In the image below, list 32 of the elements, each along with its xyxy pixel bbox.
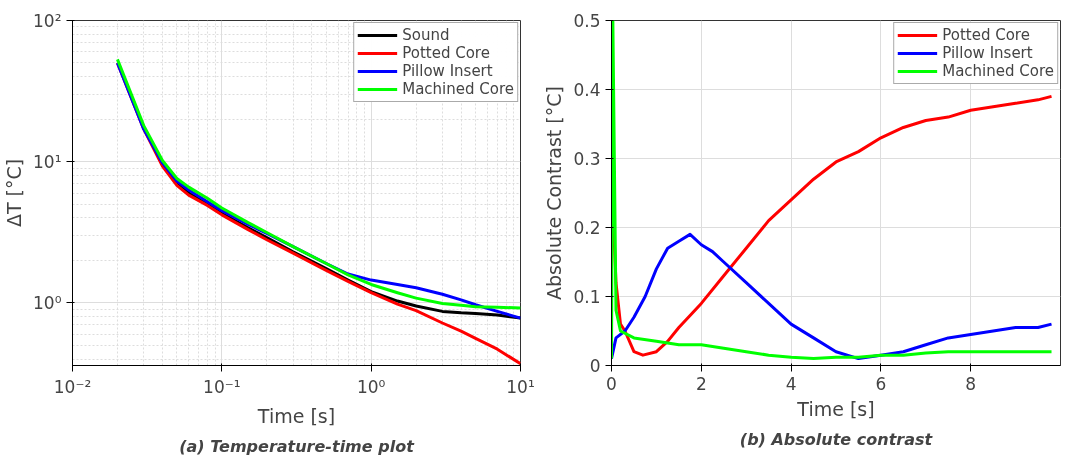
legend-label: Potted Core	[402, 44, 490, 62]
y-tick-label: 10¹	[33, 151, 62, 172]
y-tick-label: 0.4	[573, 80, 601, 100]
y-tick-label: 0.5	[573, 11, 601, 31]
legend-label: Pillow Insert	[942, 44, 1033, 62]
x-axis-title: Time [s]	[796, 397, 875, 420]
x-tick-label: 10⁰	[356, 376, 386, 397]
x-tick-label: 6	[875, 373, 887, 394]
line-series	[611, 232, 1054, 361]
legend-label: Sound	[402, 26, 450, 44]
y-tick-label: 0.2	[573, 218, 601, 238]
x-axis-title: Time [s]	[256, 404, 336, 427]
legend-label: Pillow Insert	[402, 62, 493, 80]
x-tick-label: 0	[606, 373, 617, 394]
x-tick-label: 4	[785, 373, 797, 394]
y-tick-label: 0.3	[573, 149, 601, 169]
x-tick-label: 8	[965, 373, 977, 394]
text: (a) Temperature-time plot	[179, 436, 416, 456]
legend-label: Machined Core	[942, 62, 1054, 80]
y-tick-label: 0	[589, 356, 601, 376]
y-tick-label: 10²	[33, 10, 62, 31]
y-axis-title: ΔT [°C]	[3, 158, 26, 228]
y-tick-label: 0.1	[573, 287, 601, 307]
x-tick-label: 10¹	[506, 376, 535, 397]
y-axis-title: Absolute Contrast [°C]	[543, 86, 566, 300]
legend-label: Potted Core	[942, 26, 1030, 44]
x-tick-label: 10⁻¹	[203, 376, 241, 397]
legend-label: Machined Core	[402, 80, 514, 98]
y-tick-label: 10⁰	[33, 292, 62, 313]
text: (b) Absolute contrast	[739, 429, 934, 449]
x-tick-label: 10⁻²	[53, 376, 92, 397]
x-tick-label: 2	[695, 373, 707, 394]
